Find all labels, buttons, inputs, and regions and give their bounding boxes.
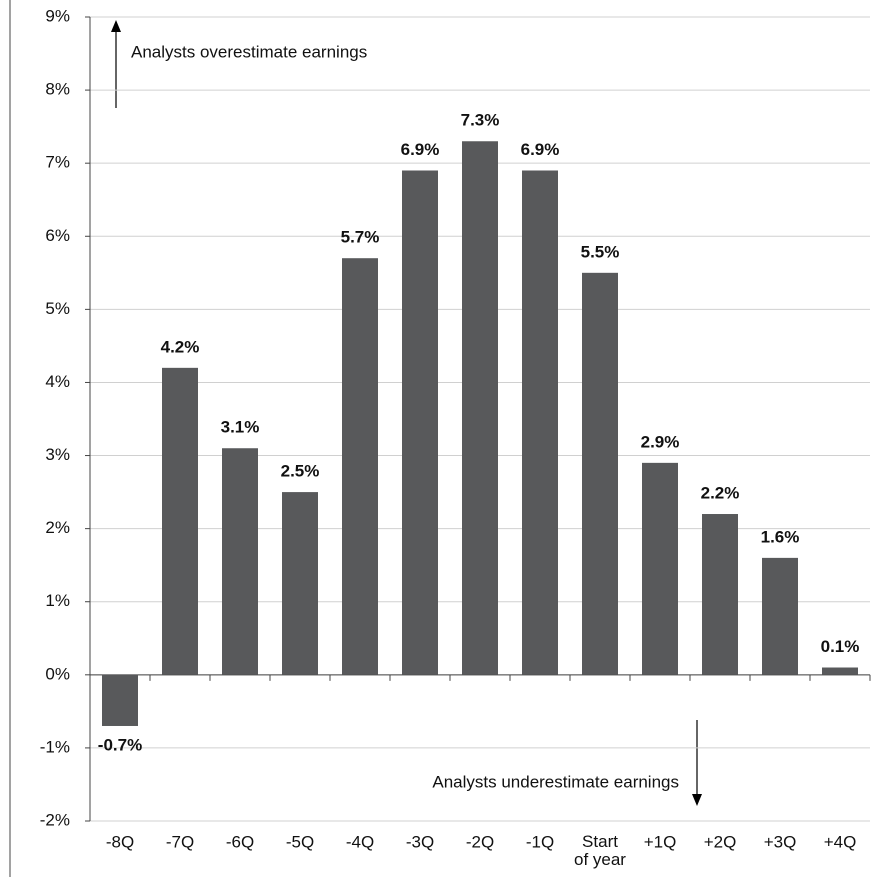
x-tick-label: -7Q [166,832,194,851]
bar [462,141,498,675]
value-label: 2.9% [641,432,680,451]
bar [582,272,618,675]
value-label: 2.2% [701,484,740,503]
value-label: 5.7% [341,228,380,247]
x-tick-label: Start of year [574,832,626,869]
value-label: 4.2% [161,337,200,356]
x-tick-label: -8Q [106,832,134,851]
y-tick-label: 5% [45,299,70,318]
annotation: Analysts overestimate earnings [131,42,367,61]
y-tick-label: 8% [45,80,70,99]
x-tick-label: +3Q [764,832,797,851]
value-label: 5.5% [581,242,620,261]
y-tick-label: -2% [40,810,70,829]
bar [822,667,858,675]
y-tick-label: 2% [45,518,70,537]
bar [342,258,378,675]
y-tick-label: 6% [45,226,70,245]
x-tick-label: -3Q [406,832,434,851]
arrowhead-down [692,794,702,806]
y-tick-label: 7% [45,153,70,172]
bar [162,367,198,675]
x-tick-label: -1Q [526,832,554,851]
value-label: -0.7% [98,735,142,754]
value-label: 6.9% [521,140,560,159]
bar [402,170,438,675]
annotation: Analysts underestimate earnings [432,772,679,791]
value-label: 7.3% [461,111,500,130]
y-tick-label: -1% [40,737,70,756]
y-tick-label: 1% [45,591,70,610]
x-tick-label: -4Q [346,832,374,851]
x-tick-label: -5Q [286,832,314,851]
bar [282,492,318,675]
bar [702,514,738,675]
x-tick-label: -6Q [226,832,254,851]
arrowhead-up [111,20,121,32]
bar [222,448,258,675]
x-tick-label: +2Q [704,832,737,851]
y-tick-label: 3% [45,445,70,464]
bar [102,674,138,726]
x-tick-label: -2Q [466,832,494,851]
bar [522,170,558,675]
value-label: 2.5% [281,462,320,481]
x-tick-label: +4Q [824,832,857,851]
value-label: 3.1% [221,418,260,437]
value-label: 6.9% [401,140,440,159]
bar [762,557,798,675]
x-tick-label: +1Q [644,832,677,851]
value-label: 1.6% [761,527,800,546]
y-tick-label: 4% [45,372,70,391]
bar [642,462,678,675]
y-tick-label: 0% [45,664,70,683]
y-tick-label: 9% [45,6,70,25]
value-label: 0.1% [821,637,860,656]
